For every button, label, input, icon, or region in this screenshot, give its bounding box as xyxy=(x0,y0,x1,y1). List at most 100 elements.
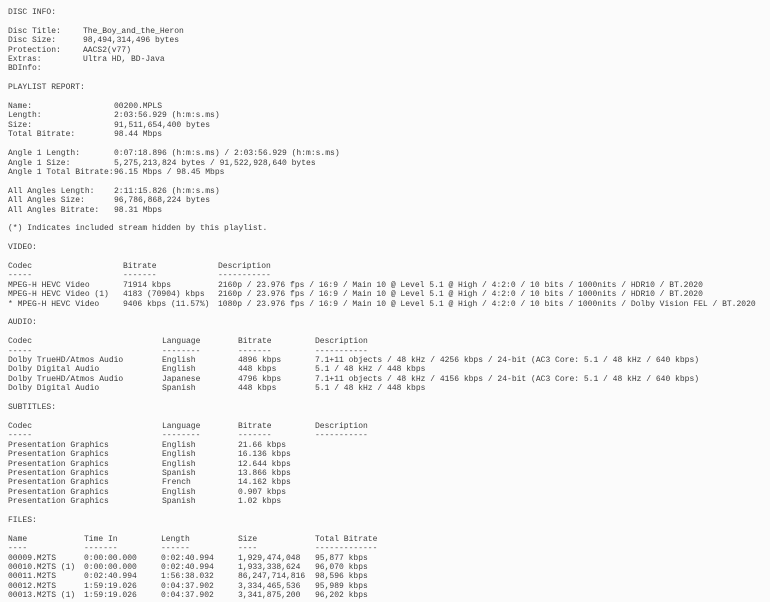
column-header: Description xyxy=(218,261,271,271)
blank-line xyxy=(8,215,770,224)
playlist-field-row: Total Bitrate: 98.44 Mbps xyxy=(8,130,770,139)
subtitle-codec: Presentation Graphics xyxy=(8,468,109,478)
field-value: 00200.MPLS xyxy=(114,102,163,112)
file-time-in: 0:00:00.000 xyxy=(84,562,137,572)
file-size: 86,247,714,816 xyxy=(238,572,306,582)
file-name: 00013.M2TS (1) xyxy=(8,591,76,601)
subtitle-language: Spanish xyxy=(162,468,196,478)
subtitle-codec: Presentation Graphics xyxy=(8,440,109,450)
subtitle-codec: Presentation Graphics xyxy=(8,497,109,507)
file-time-in: 1:59:19.026 xyxy=(84,581,137,591)
playlist-report-heading: PLAYLIST REPORT: xyxy=(8,83,85,93)
field-label: BDInfo: xyxy=(8,64,42,74)
audio-codec: Dolby TrueHD/Atmos Audio xyxy=(8,356,124,366)
field-value: 96,786,868,224 bytes xyxy=(114,196,211,206)
audio-codec: Dolby TrueHD/Atmos Audio xyxy=(8,374,124,384)
blank-line xyxy=(8,309,770,318)
video-underline-row: ----- ------- ----------- xyxy=(8,271,770,280)
subtitle-underline-row: ----- -------- ------- ----------- xyxy=(8,431,770,440)
file-row: 00011.M2TS 0:02:40.994 1:56:38.032 86,247,7… xyxy=(8,572,770,581)
disc-field-row: Extras: Ultra HD, BD-Java xyxy=(8,55,770,64)
subtitle-bitrate: 21.66 kbps xyxy=(238,440,287,450)
subtitle-stream-row: Presentation Graphics English 0.907 kbps xyxy=(8,488,770,497)
subtitle-header-row: Codec Language Bitrate Description xyxy=(8,422,770,431)
all-angles-field-row: All Angles Bitrate: 98.31 Mbps xyxy=(8,206,770,215)
audio-codec: Dolby Digital Audio xyxy=(8,365,100,375)
playlist-field-row: Length: 2:03:56.929 (h:m:s.ms) xyxy=(8,111,770,120)
disc-field-row: Disc Size: 98,494,314,496 bytes xyxy=(8,36,770,45)
file-size: 1,933,338,624 xyxy=(238,562,301,572)
video-heading: VIDEO: xyxy=(8,243,37,253)
blank-line xyxy=(8,234,770,243)
field-label: Protection: xyxy=(8,45,61,55)
file-size: 3,341,875,200 xyxy=(238,591,301,601)
file-total-bitrate: 96,202 kbps xyxy=(315,591,368,601)
all-angles-field-row: All Angles Size: 96,786,868,224 bytes xyxy=(8,196,770,205)
file-row: 00013.M2TS (1) 1:59:19.026 0:04:37.902 3,34… xyxy=(8,591,770,600)
subtitle-language: English xyxy=(162,487,196,497)
angle1-field-row: Angle 1 Size: 5,275,213,824 bytes / 91,52… xyxy=(8,159,770,168)
subtitle-stream-row: Presentation Graphics English 21.66 kbps xyxy=(8,441,770,450)
column-header: Language xyxy=(162,421,201,431)
subtitle-language: Spanish xyxy=(162,497,196,507)
playlist-field-row: Size: 91,511,654,400 bytes xyxy=(8,121,770,130)
column-underline: ------------- xyxy=(315,544,378,554)
audio-language: English xyxy=(162,356,196,366)
subtitle-codec: Presentation Graphics xyxy=(8,478,109,488)
column-header: Language xyxy=(162,337,201,347)
subtitle-bitrate: 1.02 kbps xyxy=(238,497,282,507)
field-value: 5,275,213,824 bytes / 91,522,928,640 byt… xyxy=(114,158,316,168)
field-value: AACS2(v77) xyxy=(83,45,132,55)
audio-description: 5.1 / 48 kHz / 448 kbps xyxy=(315,365,426,375)
angle1-field-row: Angle 1 Length: 0:07:18.896 (h:m:s.ms) / … xyxy=(8,149,770,158)
column-underline: ----------- xyxy=(218,271,271,281)
video-codec: MPEG-H HEVC Video (1) xyxy=(8,290,109,300)
subtitle-stream-row: Presentation Graphics English 12.644 kbps xyxy=(8,460,770,469)
file-length: 0:02:40.994 xyxy=(161,562,214,572)
column-header: Bitrate xyxy=(123,261,157,271)
audio-heading: AUDIO: xyxy=(8,318,37,328)
blank-line xyxy=(8,394,770,403)
field-value: 98.31 Mbps xyxy=(114,205,163,215)
column-header: Bitrate xyxy=(238,421,272,431)
field-label: Name: xyxy=(8,102,33,112)
file-total-bitrate: 98,596 kbps xyxy=(315,572,368,582)
files-underline-row: ---- ------- ------ ---- ------------- xyxy=(8,544,770,553)
column-underline: ------ xyxy=(161,544,190,554)
subtitle-bitrate: 13.866 kbps xyxy=(238,468,291,478)
subtitle-bitrate: 16.136 kbps xyxy=(238,450,291,460)
subtitle-language: English xyxy=(162,459,196,469)
column-underline: ---- xyxy=(8,544,28,554)
video-bitrate: 9406 kbps (11.57%) xyxy=(123,299,210,309)
playlist-field-row: Name: 00200.MPLS xyxy=(8,102,770,111)
subtitle-bitrate: 12.644 kbps xyxy=(238,459,291,469)
field-value: 91,511,654,400 bytes xyxy=(114,120,211,130)
blank-line xyxy=(8,93,770,102)
subtitle-language: French xyxy=(162,478,191,488)
column-underline: -------- xyxy=(162,431,201,441)
field-value: 96.15 Mbps / 98.45 Mbps xyxy=(114,167,225,177)
video-codec: MPEG-H HEVC Video xyxy=(8,280,90,290)
file-time-in: 0:00:00.000 xyxy=(84,553,137,563)
file-total-bitrate: 95,877 kbps xyxy=(315,553,368,563)
audio-language: Japanese xyxy=(162,374,201,384)
disc-info-heading: DISC INFO: xyxy=(8,8,57,17)
video-stream-row: MPEG-H HEVC Video 71914 kbps 2160p / 23.97… xyxy=(8,281,770,290)
subtitle-stream-row: Presentation Graphics Spanish 1.02 kbps xyxy=(8,497,770,506)
video-description: 1080p / 23.976 fps / 16:9 / Main 10 @ Le… xyxy=(218,299,756,309)
column-header: Description xyxy=(315,421,368,431)
subtitle-stream-row: Presentation Graphics English 16.136 kbps xyxy=(8,450,770,459)
files-header-row: Name Time In Length Size Total Bitrate xyxy=(8,535,770,544)
audio-bitrate: 448 kbps xyxy=(238,365,277,375)
field-label: Total Bitrate: xyxy=(8,130,76,140)
file-size: 1,929,474,048 xyxy=(238,553,301,563)
file-size: 3,334,465,536 xyxy=(238,581,301,591)
column-underline: ---- xyxy=(238,544,258,554)
subtitle-bitrate: 0.907 kbps xyxy=(238,487,287,497)
video-header-row: Codec Bitrate Description xyxy=(8,262,770,271)
field-label: Disc Title: xyxy=(8,26,61,36)
field-label: Disc Size: xyxy=(8,36,57,46)
video-description: 2160p / 23.976 fps / 16:9 / Main 10 @ Le… xyxy=(218,280,703,290)
audio-stream-row: Dolby TrueHD/Atmos Audio English 4896 kbps… xyxy=(8,356,770,365)
field-value: 98,494,314,496 bytes xyxy=(83,36,180,46)
